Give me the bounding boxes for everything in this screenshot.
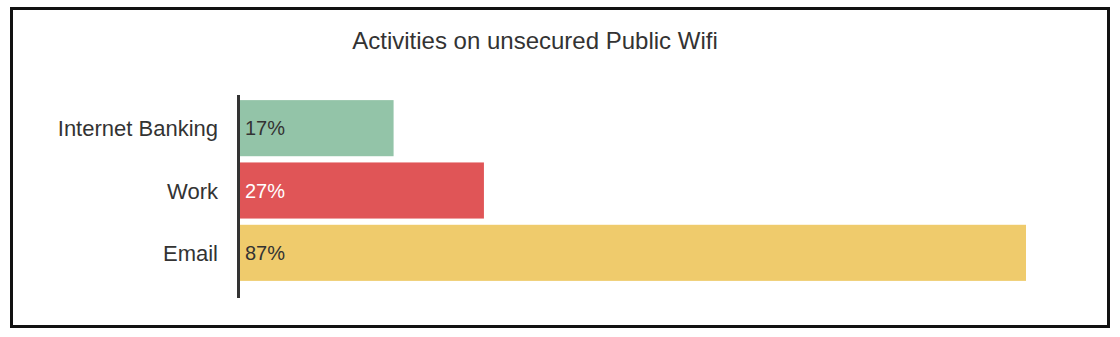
chart: Activities on unsecured Public Wifi Inter…: [0, 0, 1120, 337]
data-label: 87%: [245, 242, 285, 264]
frame: [12, 9, 1109, 327]
category-label: Work: [167, 179, 219, 204]
bar: [240, 225, 1026, 281]
axis-line: [237, 95, 240, 298]
title: Activities on unsecured Public Wifi: [352, 27, 717, 54]
category-label: Email: [163, 241, 218, 266]
bar: [240, 162, 484, 218]
labels: Internet Banking 17% Work 27% Email 87%: [58, 116, 285, 266]
data-label: 27%: [245, 180, 285, 202]
data-label: 17%: [245, 117, 285, 139]
bar: [240, 100, 394, 156]
bars: [240, 100, 1026, 281]
category-label: Internet Banking: [58, 116, 218, 141]
